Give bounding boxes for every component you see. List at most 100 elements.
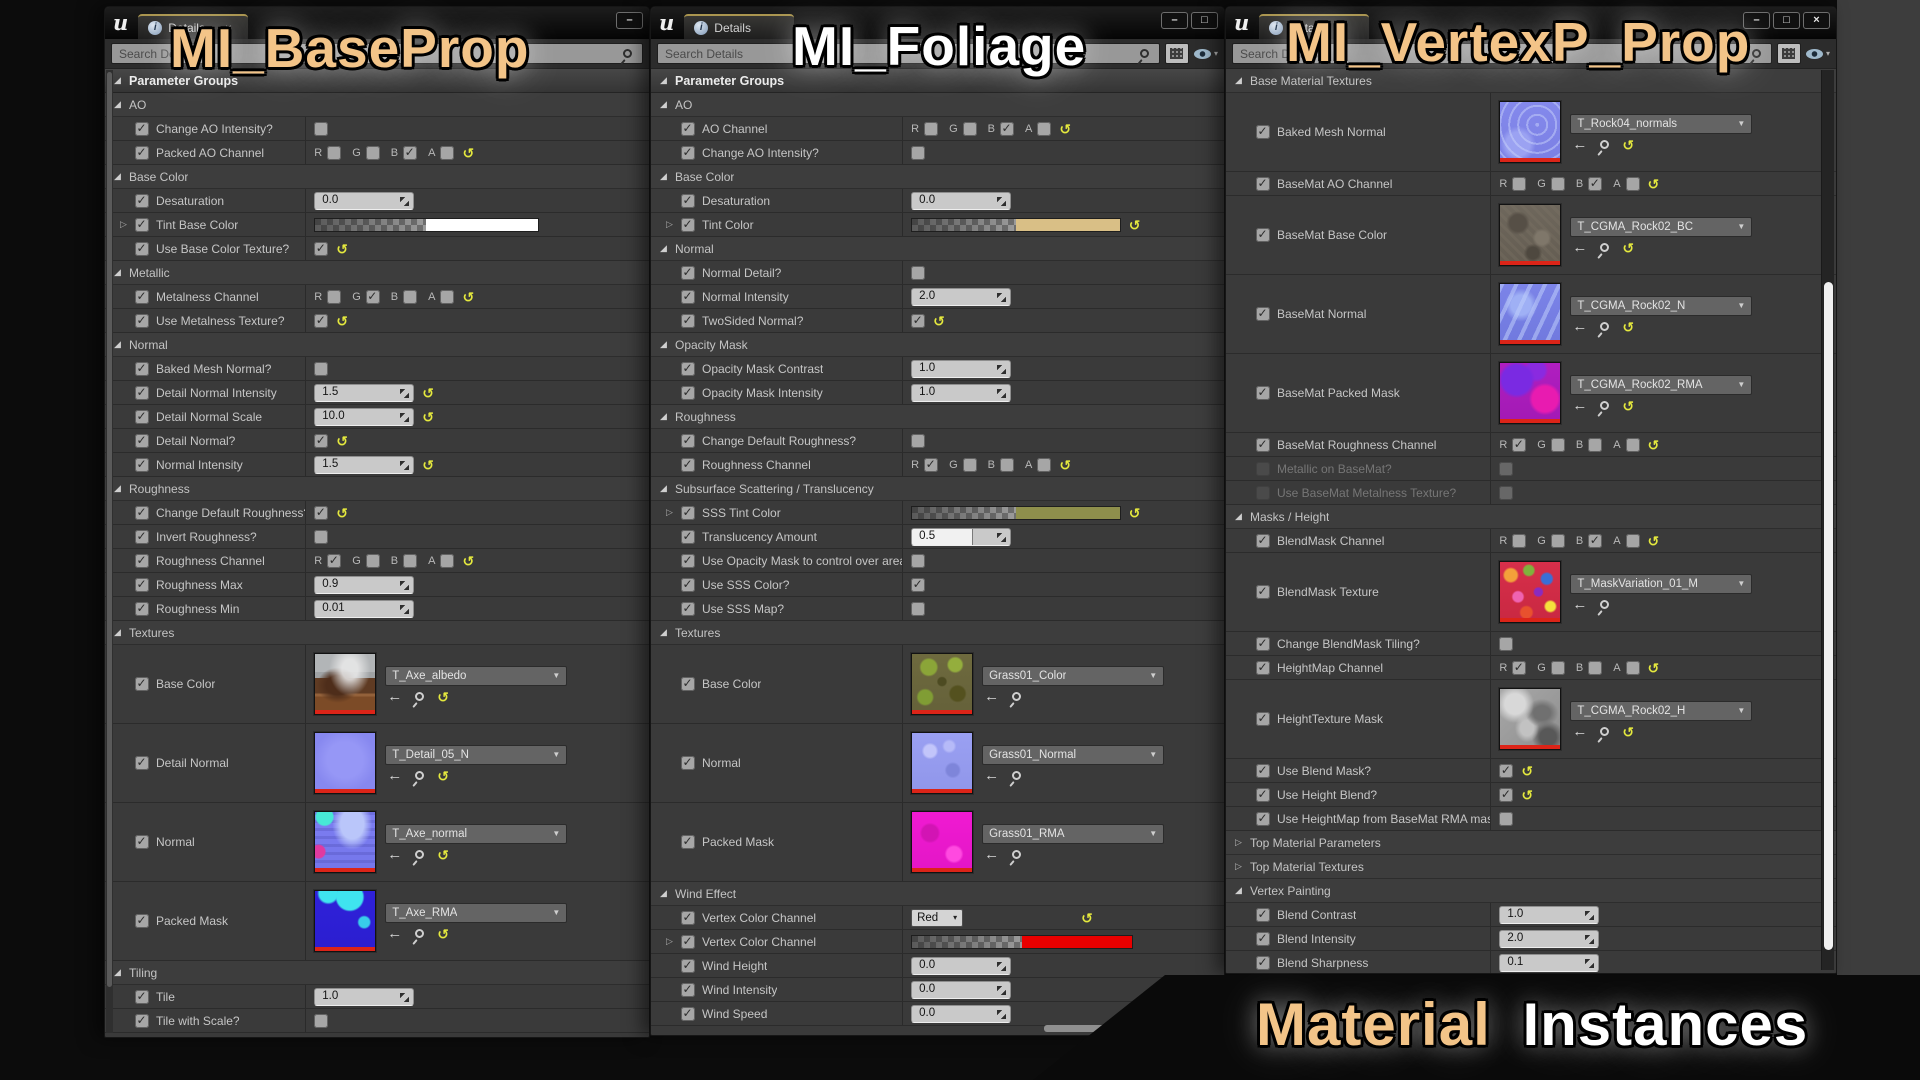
vertical-scrollbar[interactable] xyxy=(106,70,113,1033)
texture-thumbnail[interactable] xyxy=(911,653,974,715)
texture-thumbnail[interactable] xyxy=(314,890,377,952)
channel-select[interactable]: Red ▾ xyxy=(911,908,964,927)
parameter-enable-checkbox[interactable] xyxy=(135,145,149,160)
channel-checkbox-b[interactable] xyxy=(403,553,418,568)
reset-to-default-icon[interactable]: ↺ xyxy=(336,432,348,449)
texture-thumbnail[interactable] xyxy=(1499,688,1562,750)
value-checkbox[interactable] xyxy=(911,553,926,568)
parameter-enable-checkbox[interactable] xyxy=(135,989,149,1004)
search-box[interactable] xyxy=(1232,43,1772,64)
use-selected-asset-icon[interactable]: ← xyxy=(387,845,403,863)
channel-checkbox-g[interactable] xyxy=(365,289,380,304)
channel-checkbox-g[interactable] xyxy=(1550,176,1565,191)
parameter-enable-checkbox[interactable] xyxy=(1256,711,1270,726)
scrollbar-thumb[interactable] xyxy=(107,72,112,987)
parameter-enable-checkbox[interactable] xyxy=(681,121,695,136)
parameter-enable-checkbox[interactable] xyxy=(681,577,695,592)
color-swatch[interactable] xyxy=(911,505,1121,520)
display-filter-button[interactable] xyxy=(1776,43,1801,64)
number-input[interactable]: 0.0 xyxy=(911,191,1012,210)
parameter-enable-checkbox[interactable] xyxy=(681,982,695,997)
parameter-enable-checkbox[interactable] xyxy=(135,409,149,424)
use-selected-asset-icon[interactable]: ← xyxy=(1572,135,1588,153)
channel-checkbox-g[interactable] xyxy=(365,553,380,568)
value-checkbox[interactable] xyxy=(314,241,329,256)
reset-to-default-icon[interactable]: ↺ xyxy=(1647,175,1660,192)
parameter-enable-checkbox[interactable] xyxy=(681,755,695,770)
value-checkbox[interactable] xyxy=(314,361,329,376)
number-input[interactable]: 0.0 xyxy=(314,191,415,210)
expander-expanded-icon[interactable]: ◢ xyxy=(1235,75,1242,85)
use-selected-asset-icon[interactable]: ← xyxy=(1572,317,1588,335)
channel-checkbox-a[interactable] xyxy=(1037,121,1052,136)
expander-expanded-icon[interactable]: ◢ xyxy=(114,171,121,181)
expander-expanded-icon[interactable]: ◢ xyxy=(660,339,667,349)
search-input[interactable] xyxy=(658,44,1159,63)
reset-to-default-icon[interactable]: ↺ xyxy=(462,552,475,569)
value-checkbox[interactable] xyxy=(314,121,329,136)
parameter-enable-checkbox[interactable] xyxy=(681,958,695,973)
use-selected-asset-icon[interactable]: ← xyxy=(1572,396,1588,414)
parameter-enable-checkbox[interactable] xyxy=(1256,584,1270,599)
channel-checkbox-b[interactable] xyxy=(999,457,1014,472)
minimize-button[interactable]: – xyxy=(616,12,643,29)
reset-to-default-icon[interactable]: ↺ xyxy=(1647,436,1660,453)
value-checkbox[interactable] xyxy=(314,529,329,544)
parameter-enable-checkbox[interactable] xyxy=(1256,811,1270,826)
texture-select[interactable]: T_Rock04_normals ▼ xyxy=(1570,113,1753,134)
parameter-enable-checkbox[interactable] xyxy=(681,265,695,280)
channel-checkbox-g[interactable] xyxy=(962,121,977,136)
parameter-enable-checkbox[interactable] xyxy=(135,834,149,849)
expander-expanded-icon[interactable]: ◢ xyxy=(114,627,121,637)
reset-to-default-icon[interactable]: ↺ xyxy=(1128,216,1141,233)
channel-checkbox-r[interactable] xyxy=(1512,660,1527,675)
expander-expanded-icon[interactable]: ◢ xyxy=(660,888,667,898)
use-selected-asset-icon[interactable]: ← xyxy=(387,766,403,784)
parameter-enable-checkbox[interactable] xyxy=(1256,787,1270,802)
channel-checkbox-r[interactable] xyxy=(1512,533,1527,548)
reset-to-default-icon[interactable]: ↺ xyxy=(1521,762,1534,779)
channel-checkbox-a[interactable] xyxy=(440,553,455,568)
texture-thumbnail[interactable] xyxy=(1499,204,1562,266)
expander-expanded-icon[interactable]: ◢ xyxy=(660,627,667,637)
reset-to-default-icon[interactable]: ↺ xyxy=(437,688,449,705)
parameter-enable-checkbox[interactable] xyxy=(135,505,149,520)
reset-to-default-icon[interactable]: ↺ xyxy=(1521,786,1534,803)
parameter-enable-checkbox[interactable] xyxy=(681,910,695,925)
window-titlebar[interactable]: u i Details – □ xyxy=(651,7,1224,39)
value-checkbox[interactable] xyxy=(1499,811,1514,826)
parameter-enable-checkbox[interactable] xyxy=(1256,485,1270,500)
expander-collapsed-icon[interactable]: ▷ xyxy=(1235,837,1242,847)
display-filter-button[interactable] xyxy=(1164,43,1189,64)
expander-collapsed-icon[interactable]: ▷ xyxy=(666,936,673,946)
parameter-enable-checkbox[interactable] xyxy=(135,217,149,232)
value-checkbox[interactable] xyxy=(911,601,926,616)
channel-checkbox-r[interactable] xyxy=(1512,437,1527,452)
parameter-enable-checkbox[interactable] xyxy=(135,913,149,928)
parameter-enable-checkbox[interactable] xyxy=(1256,124,1270,139)
channel-checkbox-b[interactable] xyxy=(999,121,1014,136)
channel-checkbox-b[interactable] xyxy=(403,145,418,160)
channel-checkbox-a[interactable] xyxy=(1625,660,1640,675)
parameter-enable-checkbox[interactable] xyxy=(135,241,149,256)
channel-checkbox-b[interactable] xyxy=(1588,533,1603,548)
parameter-enable-checkbox[interactable] xyxy=(135,601,149,616)
value-checkbox[interactable] xyxy=(314,505,329,520)
parameter-enable-checkbox[interactable] xyxy=(1256,306,1270,321)
texture-select[interactable]: Grass01_Color ▼ xyxy=(982,665,1165,686)
number-input[interactable]: 1.5 xyxy=(314,455,415,474)
parameter-enable-checkbox[interactable] xyxy=(135,755,149,770)
parameter-enable-checkbox[interactable] xyxy=(681,553,695,568)
window-titlebar[interactable]: u i Details × – xyxy=(105,7,649,39)
texture-select[interactable]: T_CGMA_Rock02_N ▼ xyxy=(1570,295,1753,316)
parameter-enable-checkbox[interactable] xyxy=(1256,763,1270,778)
browse-to-asset-icon[interactable] xyxy=(1012,771,1022,780)
texture-select[interactable]: Grass01_Normal ▼ xyxy=(982,744,1165,765)
texture-thumbnail[interactable] xyxy=(314,732,377,794)
reset-to-default-icon[interactable]: ↺ xyxy=(1059,456,1072,473)
texture-select[interactable]: T_Axe_normal ▼ xyxy=(385,823,568,844)
channel-checkbox-a[interactable] xyxy=(440,145,455,160)
parameter-enable-checkbox[interactable] xyxy=(135,1013,149,1028)
channel-checkbox-r[interactable] xyxy=(1512,176,1527,191)
channel-checkbox-r[interactable] xyxy=(327,145,342,160)
